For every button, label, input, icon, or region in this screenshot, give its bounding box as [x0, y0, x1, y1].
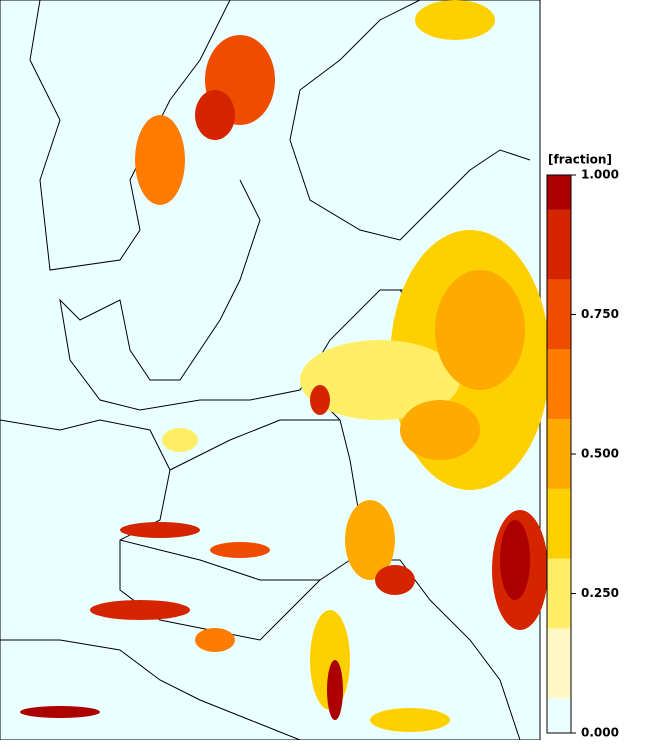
field-area	[327, 660, 343, 720]
colorbar-band	[547, 628, 571, 699]
field-area	[500, 520, 530, 600]
field-area	[135, 115, 185, 205]
colorbar-band	[547, 419, 571, 489]
colorbar-band	[547, 488, 571, 559]
field-area	[400, 400, 480, 460]
map	[0, 0, 550, 741]
colorbar-tick-label: 0.250	[581, 586, 619, 600]
colorbar-band	[547, 175, 571, 210]
field-area	[20, 706, 100, 718]
fraction-field	[20, 0, 550, 732]
field-area	[345, 500, 395, 580]
colorbar-tick-label: 0.750	[581, 307, 619, 321]
field-area	[210, 542, 270, 558]
colorbar-tick-label: 1.000	[581, 168, 619, 182]
field-area	[435, 270, 525, 390]
field-area	[370, 708, 450, 732]
colorbar-band	[547, 209, 571, 280]
colorbar-tick-label: 0.000	[581, 726, 619, 740]
colorbar-label: [fraction]	[548, 153, 612, 167]
colorbar-band	[547, 558, 571, 629]
colorbar-band	[547, 698, 571, 733]
colorbar-tick-label: 0.500	[581, 447, 619, 461]
colorbar-band	[547, 349, 571, 420]
field-area	[90, 600, 190, 620]
field-area	[195, 90, 235, 140]
colorbar-band	[547, 279, 571, 350]
colorbar: [fraction]	[548, 153, 612, 167]
field-area	[120, 522, 200, 538]
field-area	[415, 0, 495, 40]
field-area	[375, 565, 415, 595]
field-area	[195, 628, 235, 652]
field-area	[162, 428, 198, 452]
field-area	[310, 385, 330, 415]
field-area	[300, 340, 460, 420]
